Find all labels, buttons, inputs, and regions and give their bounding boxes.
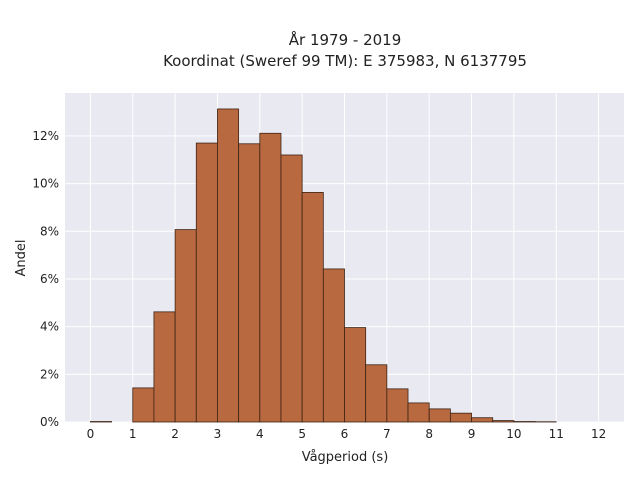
x-tick-label: 6 (341, 427, 349, 441)
histogram-bar (471, 417, 494, 423)
histogram-bar (428, 408, 451, 423)
x-tick-label: 7 (383, 427, 391, 441)
x-tick-label: 3 (214, 427, 222, 441)
histogram-bar (322, 268, 345, 423)
bars-group (90, 108, 557, 423)
histogram-bar (301, 192, 324, 423)
histogram-bar (195, 142, 218, 423)
x-axis-label: Vågperiod (s) (302, 450, 389, 465)
y-tick-label: 6% (40, 272, 59, 286)
histogram-bar (365, 364, 388, 423)
x-tick-label: 10 (506, 427, 521, 441)
histogram-bar (492, 420, 515, 423)
histogram-bar (386, 388, 409, 423)
x-tick-label: 5 (298, 427, 306, 441)
histogram-bar (280, 154, 303, 423)
histogram-bar (174, 229, 197, 423)
histogram-bar (217, 108, 240, 423)
histogram-bar (407, 402, 430, 423)
histogram-bar (344, 327, 367, 423)
x-tick-label: 9 (468, 427, 476, 441)
y-tick-label: 10% (32, 177, 59, 191)
y-tick-label: 12% (32, 129, 59, 143)
y-tick-label: 4% (40, 320, 59, 334)
histogram-bar (259, 132, 282, 423)
x-tick-label: 12 (591, 427, 606, 441)
x-tick-label: 1 (129, 427, 137, 441)
x-axis-ticks: 0 1 2 3 4 5 6 7 8 9 10 11 12 (87, 427, 607, 441)
x-tick-label: 11 (549, 427, 564, 441)
y-axis-label: Andel (14, 240, 29, 277)
chart-title-line2: Koordinat (Sweref 99 TM): E 375983, N 61… (163, 52, 527, 70)
histogram-bar (449, 412, 472, 423)
y-tick-label: 8% (40, 224, 59, 238)
chart-title-line1: År 1979 - 2019 (289, 30, 402, 49)
x-tick-label: 2 (171, 427, 179, 441)
y-tick-label: 0% (40, 415, 59, 429)
x-tick-label: 0 (87, 427, 95, 441)
x-tick-label: 8 (425, 427, 433, 441)
histogram-bar (132, 387, 155, 423)
histogram-bar (238, 143, 261, 423)
x-tick-label: 4 (256, 427, 264, 441)
y-axis-ticks: 0% 2% 4% 6% 8% 10% 12% (32, 129, 59, 429)
y-tick-label: 2% (40, 367, 59, 381)
histogram-bar (153, 311, 176, 423)
